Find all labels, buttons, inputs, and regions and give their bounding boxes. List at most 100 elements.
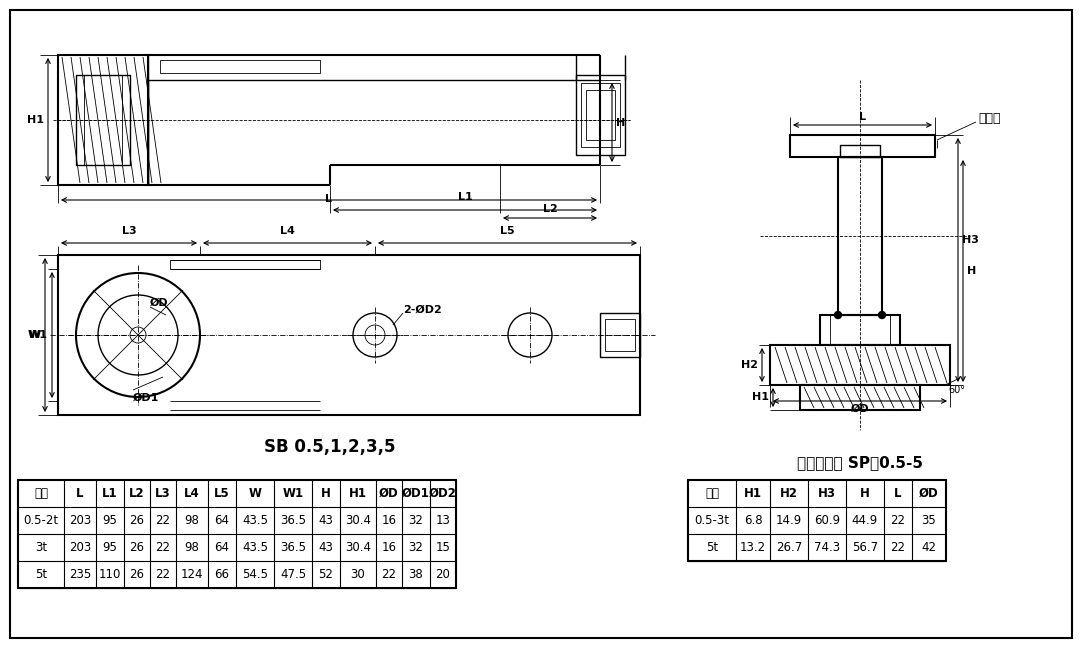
Text: L: L (859, 112, 866, 122)
Bar (790, 135, 935, 157)
Circle shape (879, 312, 885, 319)
Bar (800, 385, 920, 410)
Bar (840, 145, 880, 157)
Text: 26: 26 (130, 541, 145, 554)
Bar (170, 260, 320, 269)
Text: 26: 26 (130, 514, 145, 527)
Text: 22: 22 (156, 568, 171, 581)
Text: 95: 95 (103, 541, 118, 554)
Text: 38: 38 (409, 568, 423, 581)
Text: 连接件组件 SP－0.5-5: 连接件组件 SP－0.5-5 (797, 455, 923, 470)
Text: 26: 26 (130, 568, 145, 581)
Text: W: W (29, 330, 41, 340)
Text: H3: H3 (818, 487, 836, 500)
Text: H1: H1 (27, 115, 44, 125)
Text: H: H (967, 266, 976, 276)
Text: ØD: ØD (150, 298, 169, 308)
Text: 203: 203 (69, 514, 91, 527)
Text: L2: L2 (129, 487, 145, 500)
Text: H1: H1 (349, 487, 367, 500)
Text: 16: 16 (382, 541, 396, 554)
Text: L5: L5 (500, 226, 515, 236)
Text: 110: 110 (98, 568, 121, 581)
Text: 13.2: 13.2 (740, 541, 766, 554)
Text: 235: 235 (69, 568, 91, 581)
Bar (770, 345, 950, 385)
Text: 66: 66 (214, 568, 229, 581)
Text: ØD1: ØD1 (133, 393, 159, 403)
Text: L5: L5 (214, 487, 229, 500)
Text: L3: L3 (155, 487, 171, 500)
Bar (58, 55, 148, 185)
Text: ØD1: ØD1 (403, 487, 430, 500)
Text: 60°: 60° (948, 385, 965, 395)
Text: 95: 95 (103, 514, 118, 527)
Bar (605, 319, 635, 351)
Text: 22: 22 (890, 541, 906, 554)
Text: 43: 43 (318, 541, 333, 554)
Bar (160, 60, 320, 73)
Text: 43: 43 (318, 514, 333, 527)
Text: 124: 124 (181, 568, 203, 581)
Text: 14.9: 14.9 (776, 514, 802, 527)
Text: 32: 32 (409, 541, 423, 554)
Text: 43.5: 43.5 (242, 541, 268, 554)
Text: 传感器: 传感器 (978, 111, 1001, 124)
Text: 54.5: 54.5 (242, 568, 268, 581)
Text: 56.7: 56.7 (852, 541, 879, 554)
Bar (820, 315, 900, 345)
Bar (18, 480, 456, 588)
Text: ØD: ØD (919, 487, 939, 500)
Bar (576, 75, 625, 155)
Text: L1: L1 (102, 487, 118, 500)
Text: ØD: ØD (379, 487, 399, 500)
Text: W: W (249, 487, 262, 500)
Text: L4: L4 (184, 487, 200, 500)
Text: H1: H1 (752, 393, 769, 402)
Text: 43.5: 43.5 (242, 514, 268, 527)
Bar (688, 480, 946, 561)
Text: H3: H3 (962, 235, 979, 245)
Text: 容量: 容量 (34, 487, 48, 500)
Text: ØD: ØD (850, 404, 869, 414)
Text: SB 0.5,1,2,3,5: SB 0.5,1,2,3,5 (264, 438, 396, 456)
Text: 203: 203 (69, 541, 91, 554)
Text: L: L (326, 194, 332, 204)
Text: H: H (860, 487, 870, 500)
Text: L2: L2 (543, 204, 557, 214)
Text: 98: 98 (185, 541, 199, 554)
Text: W1: W1 (28, 330, 48, 340)
Bar (76, 75, 130, 165)
Text: L: L (76, 487, 83, 500)
Text: 容量: 容量 (705, 487, 720, 500)
Text: W1: W1 (282, 487, 304, 500)
Text: 5t: 5t (705, 541, 718, 554)
Text: 22: 22 (156, 541, 171, 554)
Text: 15: 15 (436, 541, 450, 554)
Text: H1: H1 (744, 487, 762, 500)
Text: 30: 30 (351, 568, 366, 581)
Bar (581, 83, 620, 147)
Bar (586, 90, 615, 140)
Text: 36.5: 36.5 (280, 514, 306, 527)
Text: 20: 20 (436, 568, 450, 581)
Text: 64: 64 (214, 541, 229, 554)
Text: 3t: 3t (35, 541, 47, 554)
Text: L4: L4 (280, 226, 295, 236)
Text: 0.5-2t: 0.5-2t (24, 514, 58, 527)
Text: 22: 22 (382, 568, 396, 581)
Bar (837, 157, 882, 315)
Text: 47.5: 47.5 (280, 568, 306, 581)
Text: 35: 35 (922, 514, 936, 527)
Text: ØD2: ØD2 (430, 487, 457, 500)
Text: 32: 32 (409, 514, 423, 527)
Circle shape (834, 312, 842, 319)
Text: 44.9: 44.9 (852, 514, 879, 527)
Text: 22: 22 (890, 514, 906, 527)
Text: 98: 98 (185, 514, 199, 527)
Text: L1: L1 (458, 192, 473, 202)
Text: H2: H2 (780, 487, 799, 500)
Text: 30.4: 30.4 (345, 514, 371, 527)
Text: 0.5-3t: 0.5-3t (695, 514, 729, 527)
Text: 52: 52 (318, 568, 333, 581)
